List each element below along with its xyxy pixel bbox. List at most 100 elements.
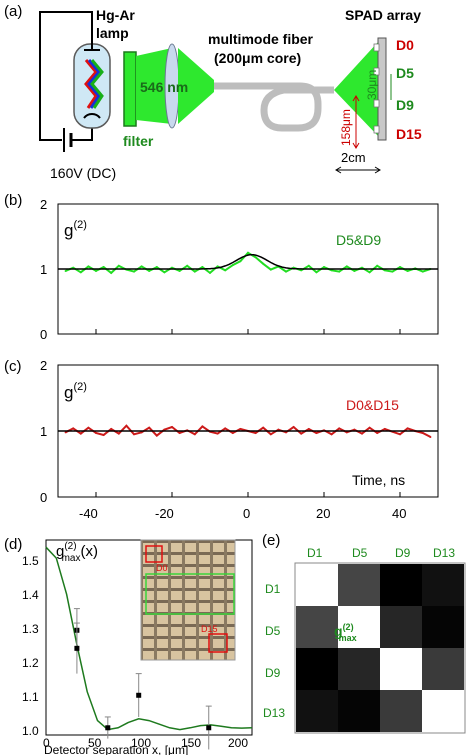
- matrix-cell: [422, 648, 464, 690]
- matrix-frame: [294, 562, 466, 734]
- model-curve: [45, 546, 253, 731]
- data-point: [201, 266, 204, 269]
- row-label: D13: [263, 706, 285, 720]
- panel-d-label: (d): [4, 536, 22, 553]
- multimode-fiber: [214, 82, 334, 132]
- data-point: [376, 264, 379, 267]
- data-point: [239, 260, 242, 263]
- fiber-label-2: (200μm core): [214, 50, 301, 66]
- data-point: [163, 428, 166, 431]
- data-point: [406, 427, 409, 430]
- data-point: [209, 271, 211, 274]
- data-point: [269, 268, 272, 271]
- panel-b-ylabel: g(2): [64, 219, 87, 240]
- data-point: [307, 264, 310, 267]
- d0-marker-box: [145, 545, 163, 563]
- panel-d-xlabel: Detector separation x, [μm]: [44, 743, 188, 755]
- y-tick-label: 2: [40, 197, 47, 212]
- data-point: [315, 431, 318, 434]
- panel-c-label: (c): [4, 358, 22, 375]
- data-point: [421, 270, 424, 273]
- lamp-label-2: lamp: [96, 25, 129, 41]
- data-point: [64, 269, 67, 272]
- data-point: [361, 266, 363, 269]
- data-point: [133, 433, 135, 436]
- data-point: [353, 269, 356, 272]
- data-point: [239, 428, 242, 431]
- data-point: [224, 427, 227, 430]
- matrix-cell: [422, 564, 464, 606]
- panel-c-x-tick-labels: -40 -20 0 20 40: [79, 506, 406, 521]
- data-point: [216, 432, 219, 435]
- matrix-cell: [338, 648, 380, 690]
- data-point: [163, 271, 166, 274]
- x-tick-label: 40: [392, 506, 406, 521]
- spad-pixel: [373, 99, 380, 108]
- panel-d-y-tick-labels: 1.0 1.1 1.2 1.3 1.4 1.5: [22, 554, 39, 738]
- lamp-electrode-bottom: [83, 113, 101, 119]
- y-tick-label: 1.4: [22, 588, 39, 602]
- data-point: [148, 269, 151, 272]
- lamp-label-1: Hg-Ar: [96, 7, 135, 23]
- d15-marker-box: [208, 633, 228, 653]
- discharge-red: [84, 59, 98, 109]
- matrix-col-labels: D1 D5 D9 D13: [307, 546, 455, 560]
- data-point: [206, 725, 212, 731]
- voltage-label: 160V (DC): [50, 165, 116, 181]
- data-point: [338, 427, 341, 430]
- data-point: [368, 271, 371, 274]
- panel-c-ylabel: g(2): [64, 381, 87, 402]
- lamp-electrode-top: [84, 26, 100, 51]
- data-point: [193, 433, 196, 436]
- circuit-wire: [39, 11, 93, 141]
- data-point: [95, 269, 97, 272]
- matrix-cell: [380, 648, 422, 690]
- matrix-cell: [338, 564, 380, 606]
- data-point: [79, 271, 82, 274]
- panel-a: (a) Hg-Ar lamp filter 546 nm multimode f…: [4, 3, 422, 181]
- filter: [123, 51, 137, 127]
- data-point: [300, 432, 303, 435]
- data-point: [72, 266, 75, 269]
- panel-c-yaxis: 0 1 2: [40, 358, 47, 505]
- x-tick-label: -40: [79, 506, 98, 521]
- panel-d: (d) g(2) max(x) 1.0 1.1 1.2 1.3 1.4 1.5 0…: [4, 536, 253, 755]
- col-label: D5: [352, 546, 368, 560]
- row-label: D5: [265, 624, 281, 638]
- data-point: [105, 725, 111, 731]
- panel-b-series: [58, 251, 438, 275]
- data-point: [285, 431, 287, 434]
- y-tick-label: 1: [40, 262, 47, 277]
- data-point: [338, 270, 341, 273]
- data-point: [368, 426, 371, 429]
- data-point: [307, 428, 310, 431]
- y-tick-label: 1.1: [22, 690, 39, 704]
- data-point: [353, 428, 356, 431]
- spad-pixel: [373, 125, 380, 134]
- matrix-cell: [380, 690, 422, 732]
- dim-158-label: 158μm: [339, 109, 353, 146]
- y-tick-label: 1.5: [22, 554, 39, 568]
- data-point: [231, 264, 234, 267]
- data-point: [110, 428, 113, 431]
- data-point: [140, 265, 143, 268]
- panel-c-x-ticks: [95, 492, 401, 497]
- col-label: D9: [395, 546, 411, 560]
- dim-30-label: 30μm: [365, 70, 379, 100]
- matrix-cell: [422, 606, 464, 648]
- data-point: [391, 270, 394, 273]
- x-tick-label: 50: [88, 736, 102, 750]
- data-point: [300, 269, 303, 272]
- converging-beam: [178, 48, 214, 124]
- matrix-cell: [338, 690, 380, 732]
- data-point: [383, 428, 386, 431]
- data-point: [178, 269, 181, 272]
- row-label: D1: [265, 582, 281, 596]
- y-tick-label: 1: [40, 424, 47, 439]
- data-point: [102, 266, 105, 269]
- dim-2cm-label: 2cm: [341, 150, 366, 165]
- x-tick-label: 20: [316, 506, 330, 521]
- panel-a-label: (a): [4, 3, 22, 20]
- data-point: [133, 270, 135, 273]
- data-point: [117, 264, 120, 267]
